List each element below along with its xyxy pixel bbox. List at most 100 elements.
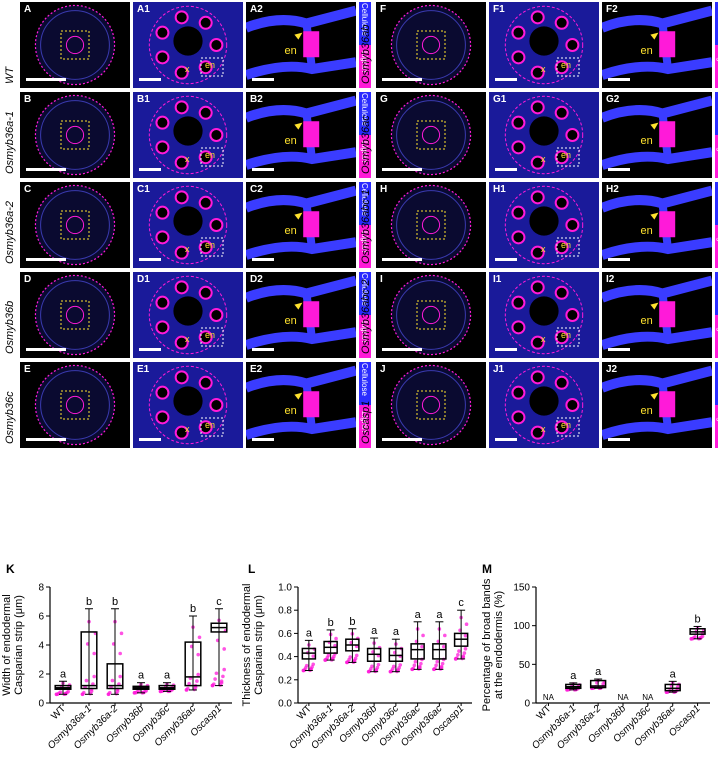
xylem-vessel bbox=[209, 38, 224, 52]
xylem-label: x bbox=[185, 154, 190, 164]
central-vessel bbox=[529, 116, 559, 146]
endodermis-label: en bbox=[205, 420, 216, 430]
panel-label: E1 bbox=[137, 364, 150, 375]
casparian-strip bbox=[659, 121, 676, 148]
cortex-ring bbox=[40, 100, 110, 170]
stele-ring bbox=[421, 35, 441, 55]
genotype-label: WT bbox=[4, 66, 16, 84]
stain-legend: Cellulose Lignin bbox=[715, 182, 718, 268]
data-point bbox=[453, 657, 458, 661]
x-tick-label: WT bbox=[49, 703, 68, 722]
genotype-label: Osmyb36ab bbox=[360, 24, 372, 84]
endodermis-label: en bbox=[640, 315, 653, 327]
micrograph-panel-b1: B1 x en bbox=[133, 92, 243, 178]
cellulose-label: Cellulose bbox=[360, 363, 369, 396]
data-point bbox=[420, 644, 424, 649]
data-point bbox=[118, 651, 122, 656]
data-point bbox=[457, 649, 461, 653]
xylem-vessel bbox=[209, 218, 224, 232]
lignin-swatch: Lignin bbox=[359, 315, 371, 358]
significance-letter: b bbox=[190, 603, 196, 615]
xylem-label: x bbox=[541, 154, 546, 164]
xylem-vessel bbox=[554, 195, 569, 210]
scale-bar bbox=[495, 348, 517, 351]
endodermis-label: en bbox=[640, 135, 653, 147]
endodermis-label: en bbox=[561, 420, 572, 430]
casparian-strip bbox=[303, 121, 320, 148]
root-outline bbox=[390, 184, 472, 266]
panel-label: B1 bbox=[137, 94, 150, 105]
significance-letter: a bbox=[393, 626, 400, 638]
y-tick-label: 0.4 bbox=[278, 652, 292, 663]
data-point bbox=[184, 688, 189, 692]
y-axis-label: Casparian strip (μm) bbox=[13, 595, 25, 695]
arrowhead-icon bbox=[650, 302, 659, 310]
data-point bbox=[396, 668, 400, 672]
data-point bbox=[222, 667, 226, 672]
xylem-vessel bbox=[511, 50, 526, 65]
data-point bbox=[141, 690, 146, 695]
zoom-box bbox=[416, 390, 446, 420]
data-point bbox=[119, 631, 124, 636]
y-tick-label: 1.0 bbox=[278, 583, 292, 594]
micrograph-panel-i1: I1 x en bbox=[489, 272, 599, 358]
scale-bar bbox=[608, 78, 630, 81]
xylem-vessel bbox=[155, 25, 170, 40]
panel-letter-m: M bbox=[482, 562, 492, 576]
significance-letter: a bbox=[306, 627, 313, 639]
stele-ring bbox=[421, 215, 441, 235]
significance-letter: b bbox=[86, 596, 92, 608]
xylem-vessel bbox=[511, 25, 526, 40]
endodermis-label: en bbox=[205, 240, 216, 250]
cell-wall bbox=[246, 275, 356, 303]
genotype-label: Osmyb36c bbox=[4, 391, 16, 444]
zoom-box bbox=[416, 300, 446, 330]
significance-letter: a bbox=[164, 670, 171, 682]
endodermis-label: en bbox=[284, 45, 297, 57]
endodermis-ring bbox=[504, 5, 584, 85]
xylem-vessel bbox=[530, 280, 545, 295]
micrograph-panel-b: B bbox=[20, 92, 130, 178]
endodermis-label: en bbox=[561, 150, 572, 160]
scale-bar bbox=[139, 438, 161, 441]
central-vessel bbox=[173, 26, 203, 56]
endodermis-ring bbox=[148, 185, 228, 265]
significance-letter: a bbox=[371, 625, 378, 637]
cellulose-swatch: Cellulose bbox=[715, 2, 718, 46]
stele-ring bbox=[65, 395, 85, 415]
data-point bbox=[434, 663, 438, 668]
root-outline bbox=[34, 94, 116, 176]
data-point bbox=[221, 674, 225, 679]
y-tick-label: 50 bbox=[519, 660, 531, 671]
zoom-box bbox=[60, 210, 90, 240]
xylem-vessel bbox=[511, 385, 526, 400]
xylem-vessel bbox=[198, 285, 213, 300]
cell-wall bbox=[246, 365, 356, 393]
stain-legend: Cellulose Lignin bbox=[715, 2, 718, 88]
panel-label: G2 bbox=[606, 94, 620, 105]
scale-bar bbox=[139, 168, 161, 171]
data-point bbox=[352, 658, 357, 663]
xylem-label: x bbox=[541, 424, 546, 434]
xylem-vessel bbox=[209, 128, 224, 142]
y-tick-label: 0 bbox=[38, 699, 44, 710]
xylem-label: x bbox=[185, 64, 190, 74]
panel-label: D bbox=[24, 274, 32, 285]
scale-bar bbox=[252, 78, 274, 81]
significance-letter: b bbox=[112, 596, 118, 608]
na-label: NA bbox=[642, 693, 654, 702]
data-point bbox=[419, 661, 423, 666]
zoom-box bbox=[416, 30, 446, 60]
endodermis-label: en bbox=[640, 45, 653, 57]
xylem-vessel bbox=[530, 335, 545, 350]
xylem-vessel bbox=[530, 65, 545, 80]
scale-bar bbox=[26, 168, 66, 171]
cellulose-swatch: Cellulose bbox=[359, 182, 371, 226]
panel-label: B2 bbox=[250, 94, 263, 105]
chart-l: Thickness of endodermal Casparian strip (… bbox=[241, 583, 472, 752]
endodermis-ring bbox=[148, 5, 228, 85]
data-point bbox=[92, 651, 96, 656]
xylem-vessel bbox=[174, 10, 189, 25]
endodermis-label: en bbox=[205, 330, 216, 340]
central-vessel bbox=[529, 26, 559, 56]
